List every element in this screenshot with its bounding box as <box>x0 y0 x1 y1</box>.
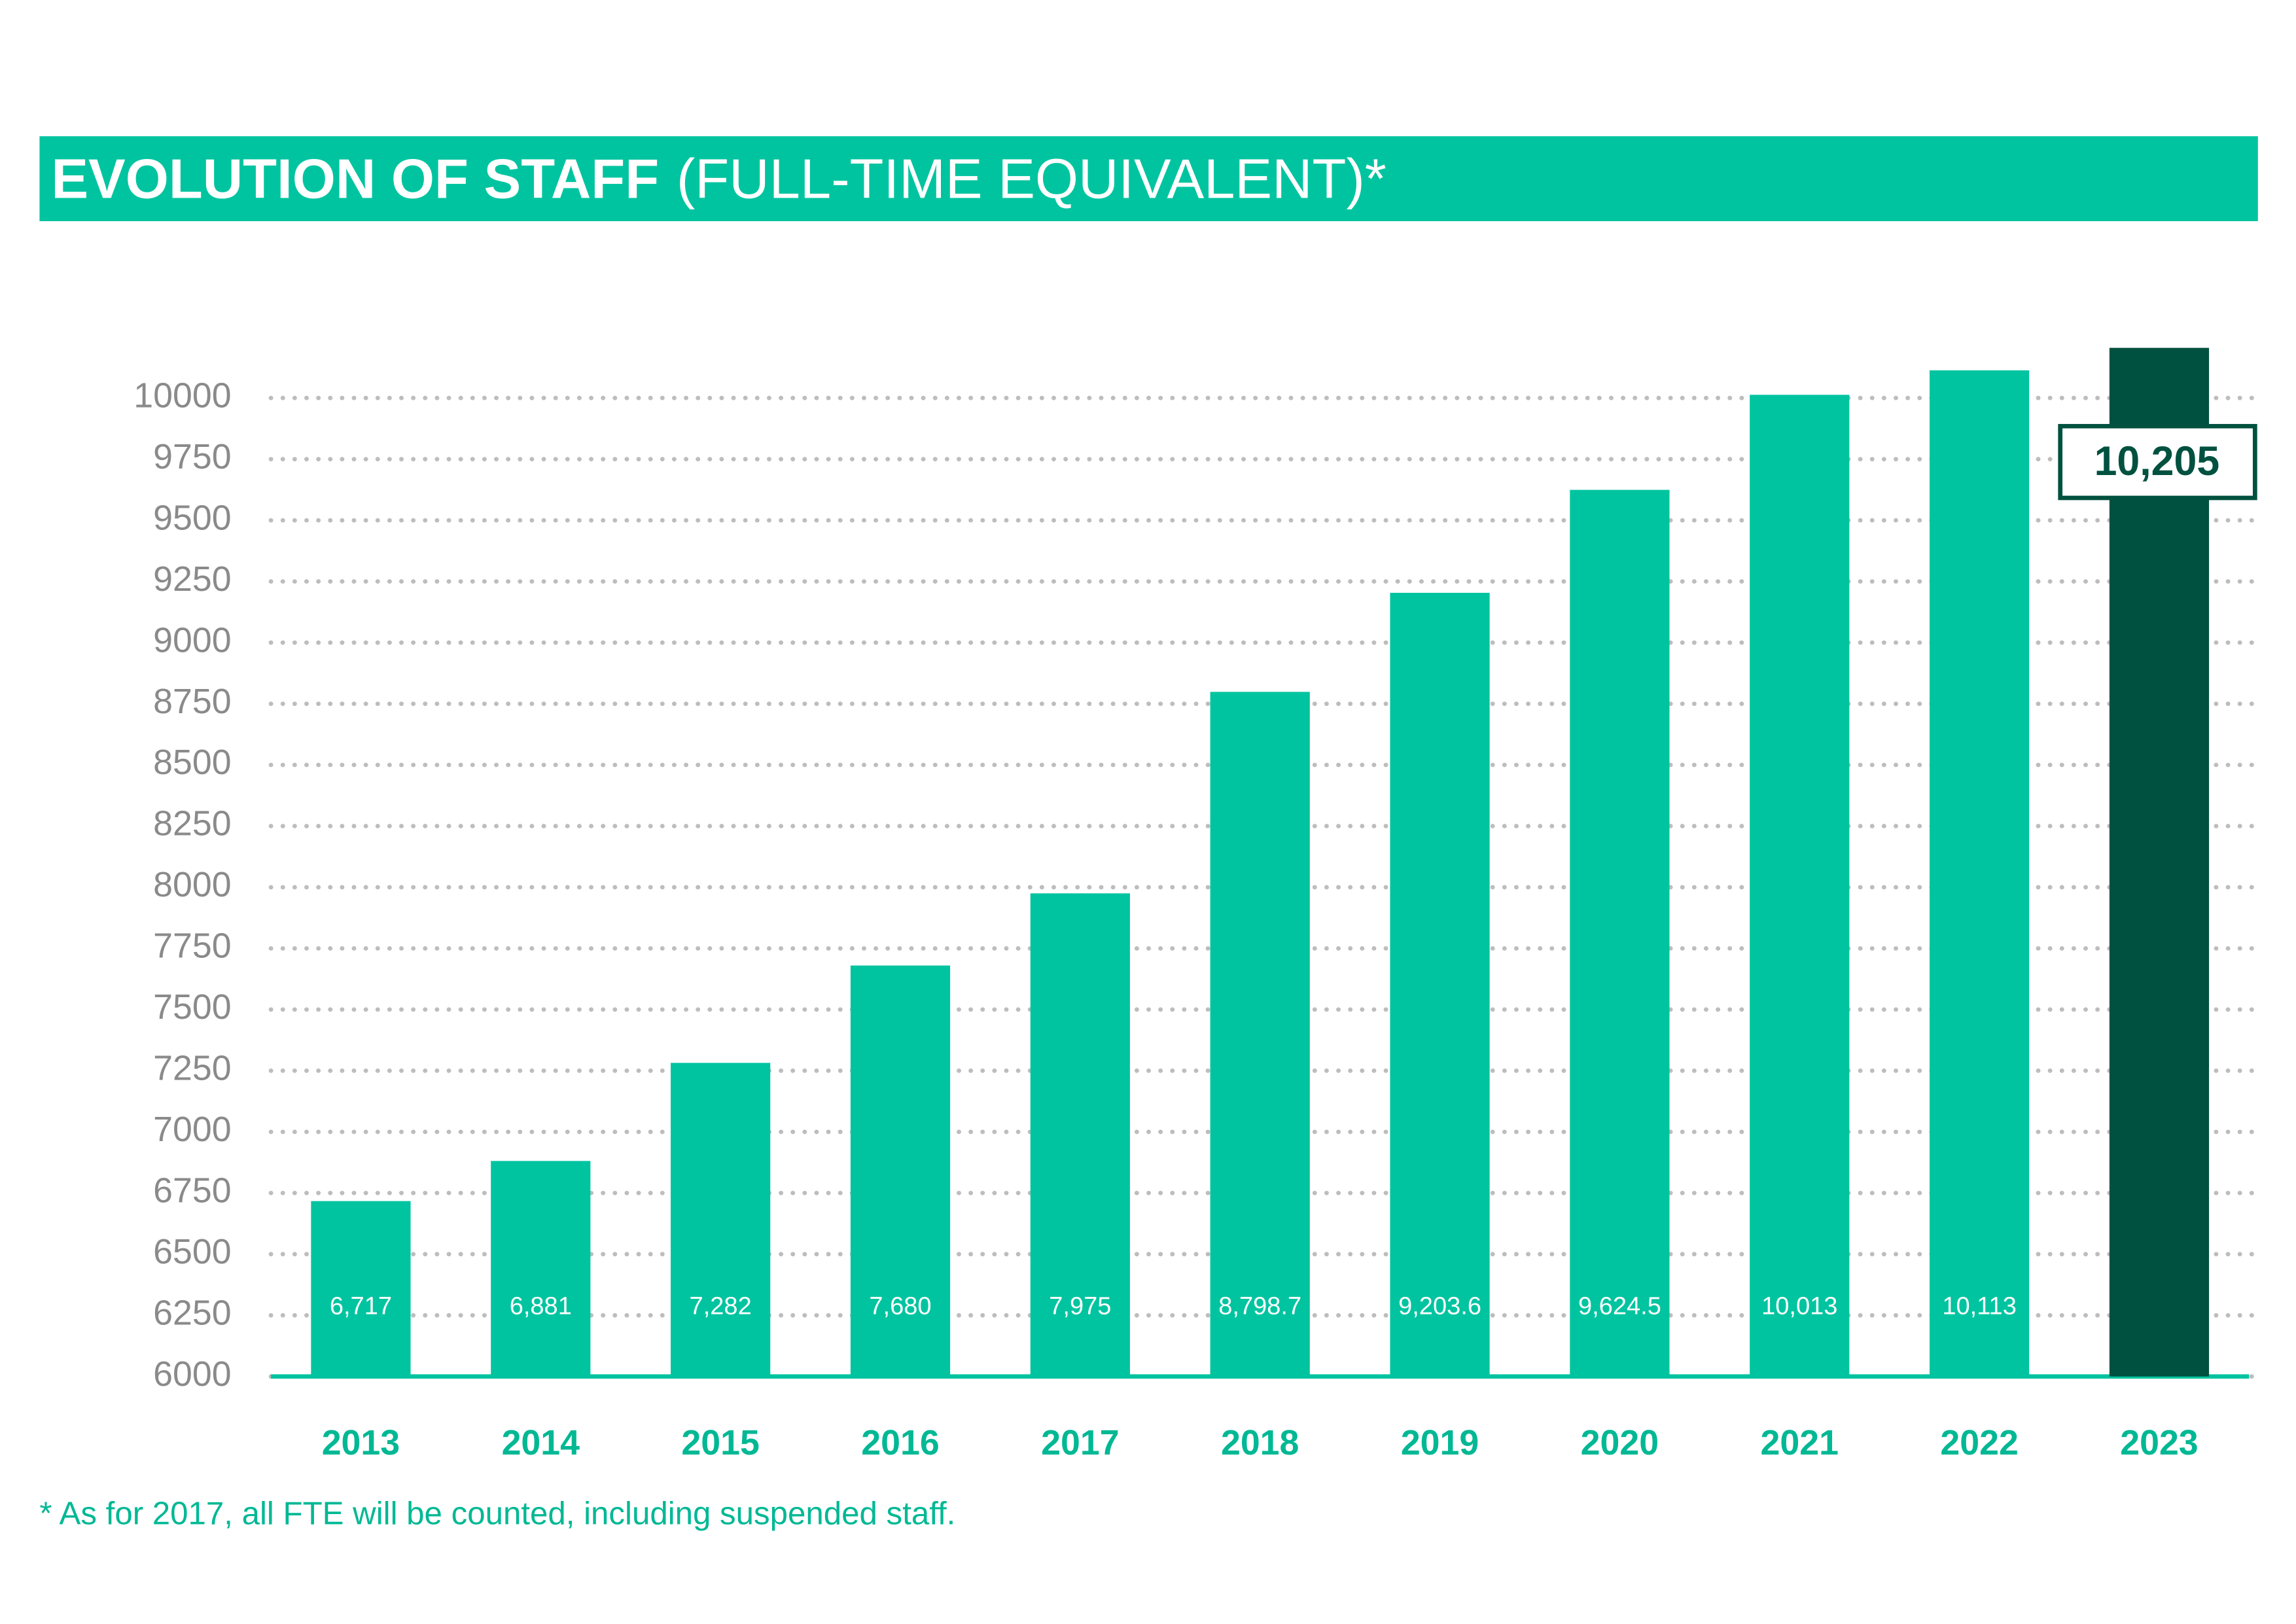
bar <box>850 965 951 1377</box>
title-bar <box>39 136 2258 222</box>
y-tick-label: 7250 <box>153 1049 231 1088</box>
y-tick-label: 8750 <box>153 682 231 721</box>
footnote: * As for 2017, all FTE will be counted, … <box>39 1495 955 1531</box>
bar <box>1570 489 1670 1377</box>
y-tick-label: 8250 <box>153 804 231 843</box>
y-tick-label: 10000 <box>133 376 231 415</box>
bar <box>1390 593 1490 1377</box>
bar <box>1930 370 2030 1377</box>
x-tick-label: 2023 <box>2120 1423 2198 1462</box>
value-label: 9,624.5 <box>1578 1293 1661 1320</box>
value-label: 10,013 <box>1761 1293 1837 1320</box>
chart-title-suffix: (FULL-TIME EQUIVALENT)* <box>677 148 1386 210</box>
value-label: 7,680 <box>869 1293 931 1320</box>
bar <box>671 1063 771 1377</box>
x-tick-label: 2013 <box>322 1423 400 1462</box>
x-tick-label: 2015 <box>681 1423 759 1462</box>
y-tick-label: 6500 <box>153 1232 231 1271</box>
chart-title: EVOLUTION OF STAFF <box>51 148 659 210</box>
bar <box>311 1201 411 1377</box>
bar <box>491 1161 591 1377</box>
value-label: 7,282 <box>690 1293 752 1320</box>
value-label: 6,881 <box>510 1293 572 1320</box>
y-tick-label: 6250 <box>153 1293 231 1332</box>
y-tick-label: 7000 <box>153 1110 231 1149</box>
value-label: 10,113 <box>1942 1293 2017 1320</box>
y-tick-label: 9250 <box>153 559 231 599</box>
x-tick-label: 2016 <box>861 1423 939 1462</box>
x-tick-label: 2021 <box>1761 1423 1839 1462</box>
y-tick-label: 8500 <box>153 743 231 782</box>
bar <box>1750 395 1850 1377</box>
y-tick-label: 6750 <box>153 1171 231 1210</box>
value-label: 7,975 <box>1049 1293 1111 1320</box>
value-label: 6,717 <box>330 1293 392 1320</box>
y-tick-label: 8000 <box>153 865 231 904</box>
y-tick-label: 6000 <box>153 1354 231 1394</box>
x-tick-label: 2019 <box>1401 1423 1479 1462</box>
value-label: 10,205 <box>2094 438 2220 484</box>
x-tick-label: 2022 <box>1940 1423 2018 1462</box>
bar <box>1030 893 1130 1377</box>
bar <box>2109 347 2210 1377</box>
value-label-box <box>2058 423 2257 501</box>
x-tick-label: 2014 <box>502 1423 580 1462</box>
y-tick-label: 9000 <box>153 620 231 660</box>
x-tick-label: 2020 <box>1581 1423 1659 1462</box>
y-tick-label: 9750 <box>153 437 231 476</box>
bar <box>1210 692 1310 1377</box>
y-tick-label: 7750 <box>153 927 231 966</box>
x-tick-label: 2017 <box>1041 1423 1119 1462</box>
value-label: 8,798.7 <box>1218 1293 1301 1320</box>
value-label: 9,203.6 <box>1398 1293 1481 1320</box>
x-tick-label: 2018 <box>1221 1423 1299 1462</box>
y-tick-label: 7500 <box>153 987 231 1027</box>
y-tick-label: 9500 <box>153 498 231 537</box>
